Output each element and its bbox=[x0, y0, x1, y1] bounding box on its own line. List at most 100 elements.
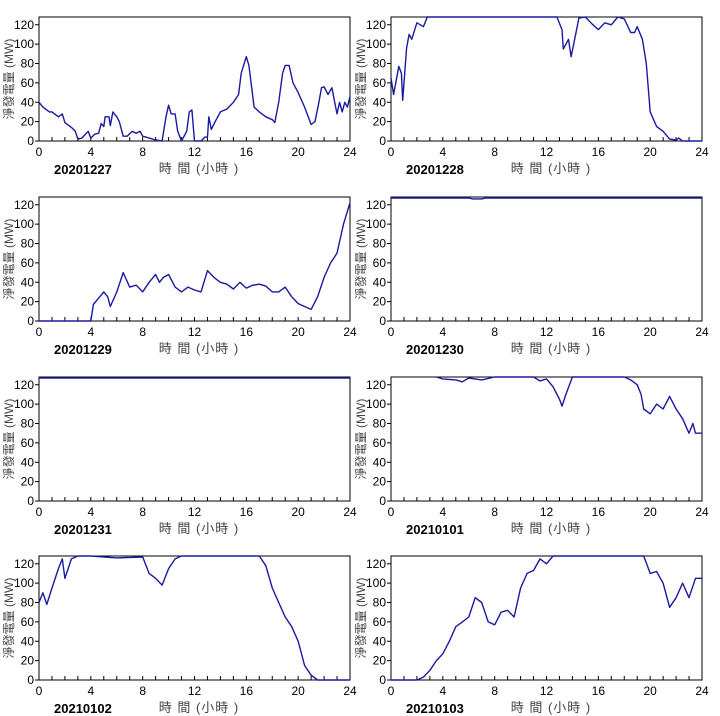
x-tick-label: 0 bbox=[388, 325, 395, 339]
y-tick-label: 40 bbox=[21, 634, 35, 648]
x-tick-label: 16 bbox=[240, 684, 254, 698]
y-tick-label: 100 bbox=[14, 217, 34, 231]
x-axis-title: 時 間 (小時 ) bbox=[511, 341, 592, 356]
x-tick-label: 16 bbox=[240, 325, 254, 339]
x-tick-label: 16 bbox=[592, 325, 606, 339]
date-label: 20201227 bbox=[54, 162, 112, 177]
y-tick-label: 40 bbox=[21, 275, 35, 289]
plot-frame bbox=[390, 555, 703, 681]
y-tick-label: 40 bbox=[21, 95, 35, 109]
series-line bbox=[391, 197, 702, 200]
x-tick-label: 8 bbox=[139, 325, 146, 339]
y-tick-label: 40 bbox=[373, 95, 387, 109]
y-tick-label: 20 bbox=[21, 115, 35, 129]
x-tick-label: 12 bbox=[188, 325, 202, 339]
subplot-20201228: 0 4 8 12 16 20 24 0 20 40 60 80 100 120 時 間 (小時 ) 20201… bbox=[353, 16, 709, 177]
series-line bbox=[391, 555, 702, 681]
x-tick-label: 0 bbox=[36, 684, 43, 698]
x-tick-label: 20 bbox=[291, 684, 305, 698]
x-tick-label: 12 bbox=[188, 505, 202, 519]
subplot-20210101: 0 4 8 12 16 20 24 0 20 40 60 80 100 120 時 間 (小時 ) 20210… bbox=[353, 376, 709, 537]
series-line bbox=[39, 202, 351, 322]
y-tick-label: 120 bbox=[366, 378, 386, 392]
plot-frame bbox=[38, 376, 351, 502]
y-tick-label: 120 bbox=[14, 198, 34, 212]
subplot-20201227: 0 4 8 12 16 20 24 0 20 40 60 80 100 120 時 間 (小時 ) 20201… bbox=[1, 16, 357, 177]
x-tick-label: 0 bbox=[36, 325, 43, 339]
x-tick-label: 20 bbox=[291, 145, 305, 159]
y-tick-label: 40 bbox=[373, 275, 387, 289]
x-tick-label: 24 bbox=[343, 684, 357, 698]
y-tick-label: 0 bbox=[379, 673, 386, 687]
y-tick-label: 60 bbox=[21, 76, 35, 90]
plot-frame bbox=[390, 196, 703, 322]
y-tick-label: 80 bbox=[373, 417, 387, 431]
plot-frame bbox=[38, 196, 351, 322]
y-tick-label: 100 bbox=[366, 37, 386, 51]
y-tick-label: 60 bbox=[21, 615, 35, 629]
x-tick-label: 16 bbox=[592, 505, 606, 519]
y-tick-label: 0 bbox=[27, 314, 34, 328]
date-label: 20201228 bbox=[406, 162, 464, 177]
y-tick-label: 120 bbox=[366, 18, 386, 32]
y-axis-title: 淨發電量 (MW) bbox=[1, 399, 16, 480]
x-tick-label: 4 bbox=[87, 505, 94, 519]
x-tick-label: 0 bbox=[36, 505, 43, 519]
y-axis-title: 淨發電量 (MW) bbox=[1, 219, 16, 300]
y-tick-label: 0 bbox=[379, 494, 386, 508]
series-line bbox=[390, 16, 702, 142]
x-tick-label: 4 bbox=[87, 325, 94, 339]
y-tick-label: 20 bbox=[21, 654, 35, 668]
y-tick-label: 20 bbox=[373, 654, 387, 668]
x-tick-label: 24 bbox=[343, 325, 357, 339]
y-tick-label: 0 bbox=[27, 494, 34, 508]
subplot-20210102: 0 4 8 12 16 20 24 0 20 40 60 80 100 120 時 間 (小時 ) 20210… bbox=[1, 555, 357, 716]
x-axis-title: 時 間 (小時 ) bbox=[159, 161, 240, 176]
y-tick-label: 60 bbox=[373, 256, 387, 270]
subplot-20210103: 0 4 8 12 16 20 24 0 20 40 60 80 100 120 時 間 (小時 ) 20210… bbox=[353, 555, 709, 716]
x-tick-label: 4 bbox=[87, 145, 94, 159]
x-tick-label: 12 bbox=[540, 325, 554, 339]
x-tick-label: 4 bbox=[439, 684, 446, 698]
x-tick-label: 24 bbox=[343, 505, 357, 519]
y-tick-label: 40 bbox=[373, 634, 387, 648]
x-tick-label: 12 bbox=[540, 505, 554, 519]
x-tick-label: 24 bbox=[343, 145, 357, 159]
y-tick-label: 60 bbox=[21, 256, 35, 270]
x-tick-label: 8 bbox=[139, 505, 146, 519]
x-tick-label: 24 bbox=[695, 325, 709, 339]
y-tick-label: 100 bbox=[14, 397, 34, 411]
x-tick-label: 16 bbox=[592, 684, 606, 698]
y-tick-label: 120 bbox=[366, 557, 386, 571]
y-tick-label: 120 bbox=[14, 18, 34, 32]
x-axis-title: 時 間 (小時 ) bbox=[511, 161, 592, 176]
y-tick-label: 60 bbox=[373, 76, 387, 90]
x-tick-label: 8 bbox=[139, 145, 146, 159]
date-label: 20201231 bbox=[54, 522, 112, 537]
date-label: 20210103 bbox=[406, 701, 464, 716]
x-tick-label: 24 bbox=[695, 145, 709, 159]
x-tick-label: 16 bbox=[240, 145, 254, 159]
x-tick-label: 20 bbox=[291, 505, 305, 519]
x-tick-label: 16 bbox=[240, 505, 254, 519]
x-tick-label: 4 bbox=[439, 145, 446, 159]
y-tick-label: 20 bbox=[373, 295, 387, 309]
y-tick-label: 80 bbox=[373, 237, 387, 251]
y-tick-label: 60 bbox=[21, 436, 35, 450]
y-axis-title: 淨發電量 (MW) bbox=[353, 219, 368, 300]
y-tick-label: 120 bbox=[14, 378, 34, 392]
x-tick-label: 24 bbox=[695, 505, 709, 519]
x-axis-title: 時 間 (小時 ) bbox=[159, 521, 240, 536]
y-axis-title: 淨發電量 (MW) bbox=[1, 39, 16, 120]
y-tick-label: 80 bbox=[21, 417, 35, 431]
date-label: 20201230 bbox=[406, 342, 464, 357]
series-line bbox=[436, 376, 702, 434]
y-tick-label: 20 bbox=[21, 475, 35, 489]
x-axis-title: 時 間 (小時 ) bbox=[159, 341, 240, 356]
y-tick-label: 60 bbox=[373, 615, 387, 629]
date-label: 20210102 bbox=[54, 701, 112, 716]
x-tick-label: 8 bbox=[491, 684, 498, 698]
y-tick-label: 120 bbox=[366, 198, 386, 212]
series-line bbox=[38, 555, 350, 681]
y-tick-label: 20 bbox=[373, 115, 387, 129]
